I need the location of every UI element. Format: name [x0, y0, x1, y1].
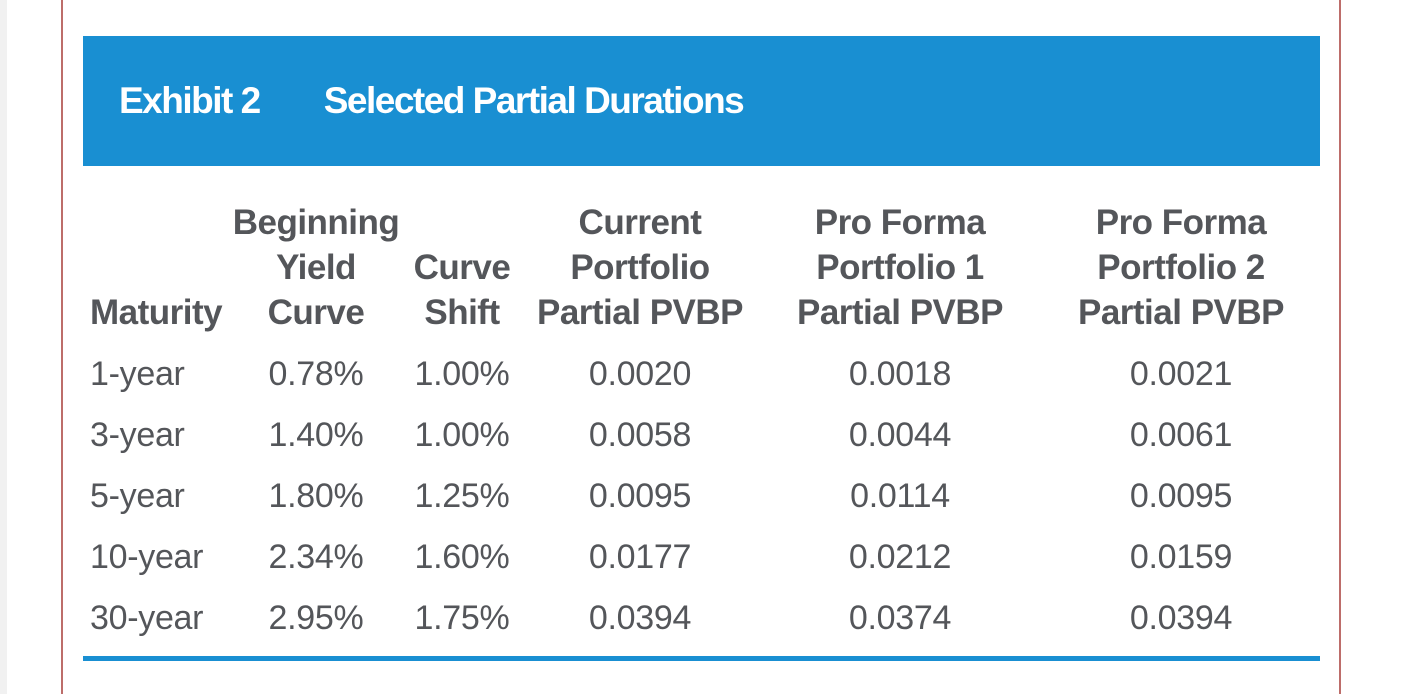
- table-row: 30-year 2.95% 1.75% 0.0394 0.0374 0.0394: [83, 588, 1320, 649]
- exhibit-banner: Exhibit 2 Selected Partial Durations: [83, 36, 1320, 166]
- value-cell: 2.95%: [268, 599, 364, 637]
- column-header-line: Portfolio 1: [816, 248, 984, 287]
- value-cell: 0.78%: [268, 355, 364, 393]
- table-row: 1-year 0.78% 1.00% 0.0020 0.0018 0.0021: [83, 344, 1320, 405]
- partial-durations-table: Maturity Beginning Yield Curve Curve Shift Cur…: [83, 200, 1320, 649]
- column-header-maturity: Maturity: [83, 200, 230, 344]
- column-header-line: Yield: [276, 248, 356, 287]
- value-cell: 0.0018: [848, 355, 952, 393]
- maturity-cell: 5-year: [90, 477, 185, 515]
- table-row: 5-year 1.80% 1.25% 0.0095 0.0114 0.0095: [83, 466, 1320, 527]
- column-header-curve-shift: Curve Shift: [402, 200, 522, 344]
- column-header-line: Pro Forma: [814, 203, 986, 242]
- column-header-pro-forma-portfolio-2-partial-pvbp: Pro Forma Portfolio 2 Partial PVBP: [1042, 200, 1320, 344]
- column-header-line: Pro Forma: [1095, 203, 1267, 242]
- value-cell: 0.0114: [850, 477, 950, 515]
- page-edge-strip: [0, 0, 7, 694]
- value-cell: 0.0394: [1129, 599, 1233, 637]
- value-cell: 0.0212: [848, 538, 952, 576]
- table-header-row: Maturity Beginning Yield Curve Curve Shift Cur…: [83, 200, 1320, 344]
- column-header-line: Shift: [424, 293, 500, 332]
- value-cell: 0.0020: [588, 355, 692, 393]
- maturity-cell: 10-year: [90, 538, 204, 576]
- column-header-line: Partial PVBP: [536, 293, 744, 332]
- column-header-line: Curve: [413, 248, 511, 287]
- column-header-beginning-yield-curve: Beginning Yield Curve: [230, 200, 402, 344]
- value-cell: 0.0044: [848, 416, 952, 454]
- value-cell: 1.00%: [414, 355, 510, 393]
- exhibit-label: Exhibit 2: [119, 80, 261, 121]
- column-header-line: Current: [578, 203, 702, 242]
- value-cell: 0.0177: [588, 538, 692, 576]
- column-header-pro-forma-portfolio-1-partial-pvbp: Pro Forma Portfolio 1 Partial PVBP: [758, 200, 1042, 344]
- value-cell: 0.0021: [1129, 355, 1233, 393]
- value-cell: 0.0095: [588, 477, 692, 515]
- column-header-line: Beginning: [232, 203, 400, 242]
- value-cell: 0.0061: [1129, 416, 1233, 454]
- value-cell: 0.0374: [848, 599, 952, 637]
- value-cell: 0.0058: [588, 416, 692, 454]
- column-header-line: Maturity: [90, 293, 223, 332]
- value-cell: 1.25%: [414, 477, 510, 515]
- table-row: 10-year 2.34% 1.60% 0.0177 0.0212 0.0159: [83, 527, 1320, 588]
- right-red-rule: [1339, 0, 1341, 694]
- value-cell: 1.00%: [414, 416, 510, 454]
- table-row: 3-year 1.40% 1.00% 0.0058 0.0044 0.0061: [83, 405, 1320, 466]
- column-header-line: Portfolio: [570, 248, 710, 287]
- value-cell: 0.0394: [588, 599, 692, 637]
- left-red-rule: [61, 0, 63, 694]
- value-cell: 1.60%: [414, 538, 510, 576]
- exhibit-title: Selected Partial Durations: [323, 80, 745, 121]
- value-cell: 1.80%: [268, 477, 364, 515]
- column-header-line: Curve: [267, 293, 365, 332]
- column-header-line: Partial PVBP: [796, 293, 1004, 332]
- maturity-cell: 1-year: [90, 355, 185, 393]
- maturity-cell: 30-year: [90, 599, 204, 637]
- table-header: Maturity Beginning Yield Curve Curve Shift Cur…: [83, 200, 1320, 344]
- table-bottom-rule: [83, 656, 1320, 661]
- value-cell: 0.0159: [1129, 538, 1233, 576]
- value-cell: 0.0095: [1129, 477, 1233, 515]
- value-cell: 1.40%: [268, 416, 364, 454]
- value-cell: 1.75%: [414, 599, 510, 637]
- column-header-current-portfolio-partial-pvbp: Current Portfolio Partial PVBP: [522, 200, 758, 344]
- maturity-cell: 3-year: [90, 416, 185, 454]
- column-header-line: Portfolio 2: [1097, 248, 1265, 287]
- table-body: 1-year 0.78% 1.00% 0.0020 0.0018 0.0021 3-year…: [83, 344, 1320, 649]
- column-header-line: Partial PVBP: [1077, 293, 1285, 332]
- value-cell: 2.34%: [268, 538, 364, 576]
